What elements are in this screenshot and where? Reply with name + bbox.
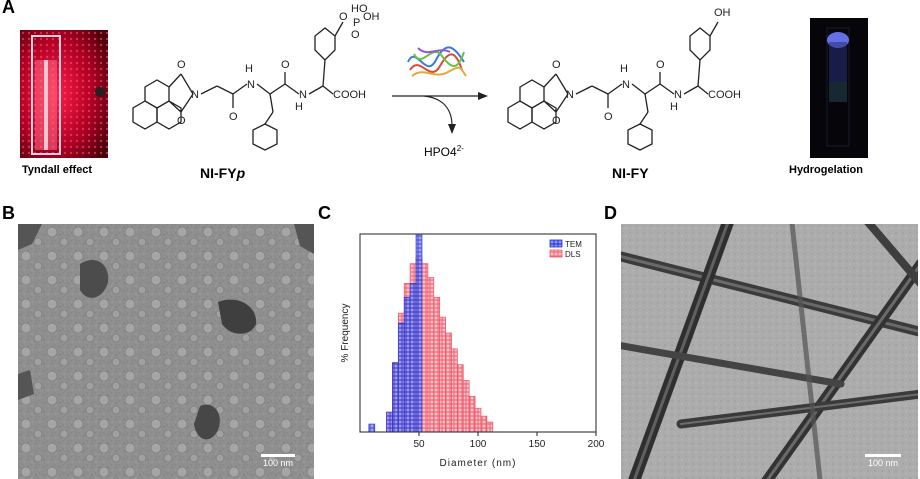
legend-label-tem: TEM — [565, 240, 582, 249]
bar-dls-90 — [462, 380, 470, 433]
panel-c-label: C — [318, 203, 331, 223]
reactant-label-p: P — [353, 17, 360, 29]
bar-dls-80 — [451, 348, 458, 433]
diameter-histogram: 50 100 150 200 Diameter (nm) % Frequency TEMDL… — [340, 233, 605, 469]
scale-bar-b-label: 100 nm — [262, 458, 294, 468]
x-tick-label-50: 50 — [413, 439, 425, 450]
x-tick-label-150: 150 — [529, 439, 546, 450]
reactant-label-n2: N — [247, 79, 255, 91]
bar-tem-35 — [397, 322, 405, 433]
product-structure: O O N H N O H N O COOH OH — [507, 7, 741, 151]
scale-bar-d: 100 nm — [861, 454, 905, 468]
product-label-n2: N — [622, 79, 630, 91]
reactant-label-o1: O — [177, 59, 186, 71]
reactant-name-suffix: p — [236, 165, 246, 181]
reactant-label-n1: N — [191, 89, 199, 101]
bar-dls-65 — [433, 296, 441, 433]
product-label-h2: H — [670, 101, 678, 113]
byproduct-charge: 2- — [456, 144, 464, 153]
panel-d-label: D — [604, 203, 617, 223]
reactant-label-o4: O — [281, 59, 290, 71]
tyndall-photo — [20, 30, 108, 158]
hydrogel-photo — [810, 18, 868, 158]
panel-b-label: B — [2, 203, 15, 223]
product-label-o3: O — [604, 111, 613, 123]
product-label-o1: O — [552, 59, 561, 71]
product-label-h1: H — [620, 63, 628, 75]
bar-dls-55 — [421, 263, 429, 433]
bar-dls-100 — [474, 407, 482, 433]
bar-tem-10 — [368, 423, 376, 433]
reactant-label-o2: O — [177, 115, 186, 127]
product-name: NI-FY — [612, 165, 649, 181]
reactant-label-cooh: COOH — [333, 89, 366, 101]
bar-tem-30 — [392, 362, 399, 433]
bar-dls-75 — [445, 332, 452, 433]
bar-tem-45 — [409, 283, 417, 433]
scale-bar-b: 100 nm — [258, 454, 298, 468]
reactant-label-h2: H — [295, 101, 303, 113]
product-label-cooh: COOH — [708, 89, 741, 101]
reactant-label-n3: N — [299, 89, 307, 101]
bar-dls-105 — [480, 415, 488, 433]
reactant-structure: O O N H N O H N O COOH O HO P OH O — [132, 3, 380, 151]
x-tick-label-100: 100 — [470, 439, 487, 450]
product-label-o2: O — [552, 115, 561, 127]
product-label-oh: OH — [714, 7, 731, 19]
legend-label-dls: DLS — [565, 250, 581, 259]
bar-dls-70 — [439, 316, 446, 433]
reactant-label-oh: OH — [363, 11, 380, 23]
bar-dls-110 — [486, 421, 494, 433]
tyndall-caption: Tyndall effect — [22, 164, 93, 176]
tem-micrograph-vesicles: 100 nm — [18, 224, 314, 479]
reactant-label-o6: O — [351, 29, 360, 41]
bar-dls-85 — [456, 364, 464, 433]
enzyme-ribbon-image — [404, 40, 468, 84]
reactant-label-ho: HO — [351, 3, 368, 15]
x-axis-label: Diameter (nm) — [440, 458, 517, 469]
bar-tem-40 — [403, 296, 411, 433]
reactant-label-o5: O — [339, 11, 348, 23]
tem-micrograph-fibers: 100 nm — [621, 224, 918, 479]
product-label-o4: O — [656, 59, 665, 71]
bar-tem-25 — [386, 411, 393, 433]
legend-swatch-tem — [549, 239, 563, 248]
reaction-arrow — [392, 92, 488, 134]
product-label-n1: N — [566, 89, 574, 101]
hydrogelation-caption: Hydrogelation — [789, 164, 863, 176]
y-axis-label: % Frequency — [340, 304, 351, 363]
reactant-name: NI-FYp — [200, 165, 246, 181]
bar-tem-50 — [415, 233, 423, 433]
product-label-n3: N — [674, 89, 682, 101]
reactant-label-h1: H — [245, 63, 253, 75]
legend-swatch-dls — [549, 249, 563, 258]
panel-a-label: A — [2, 0, 15, 17]
bar-dls-95 — [468, 395, 476, 433]
scale-bar-d-label: 100 nm — [867, 458, 899, 468]
reactant-label-o3: O — [229, 111, 238, 123]
x-tick-label-200: 200 — [588, 439, 605, 450]
bar-dls-60 — [427, 277, 435, 433]
byproduct-label: HPO42- — [424, 144, 464, 159]
